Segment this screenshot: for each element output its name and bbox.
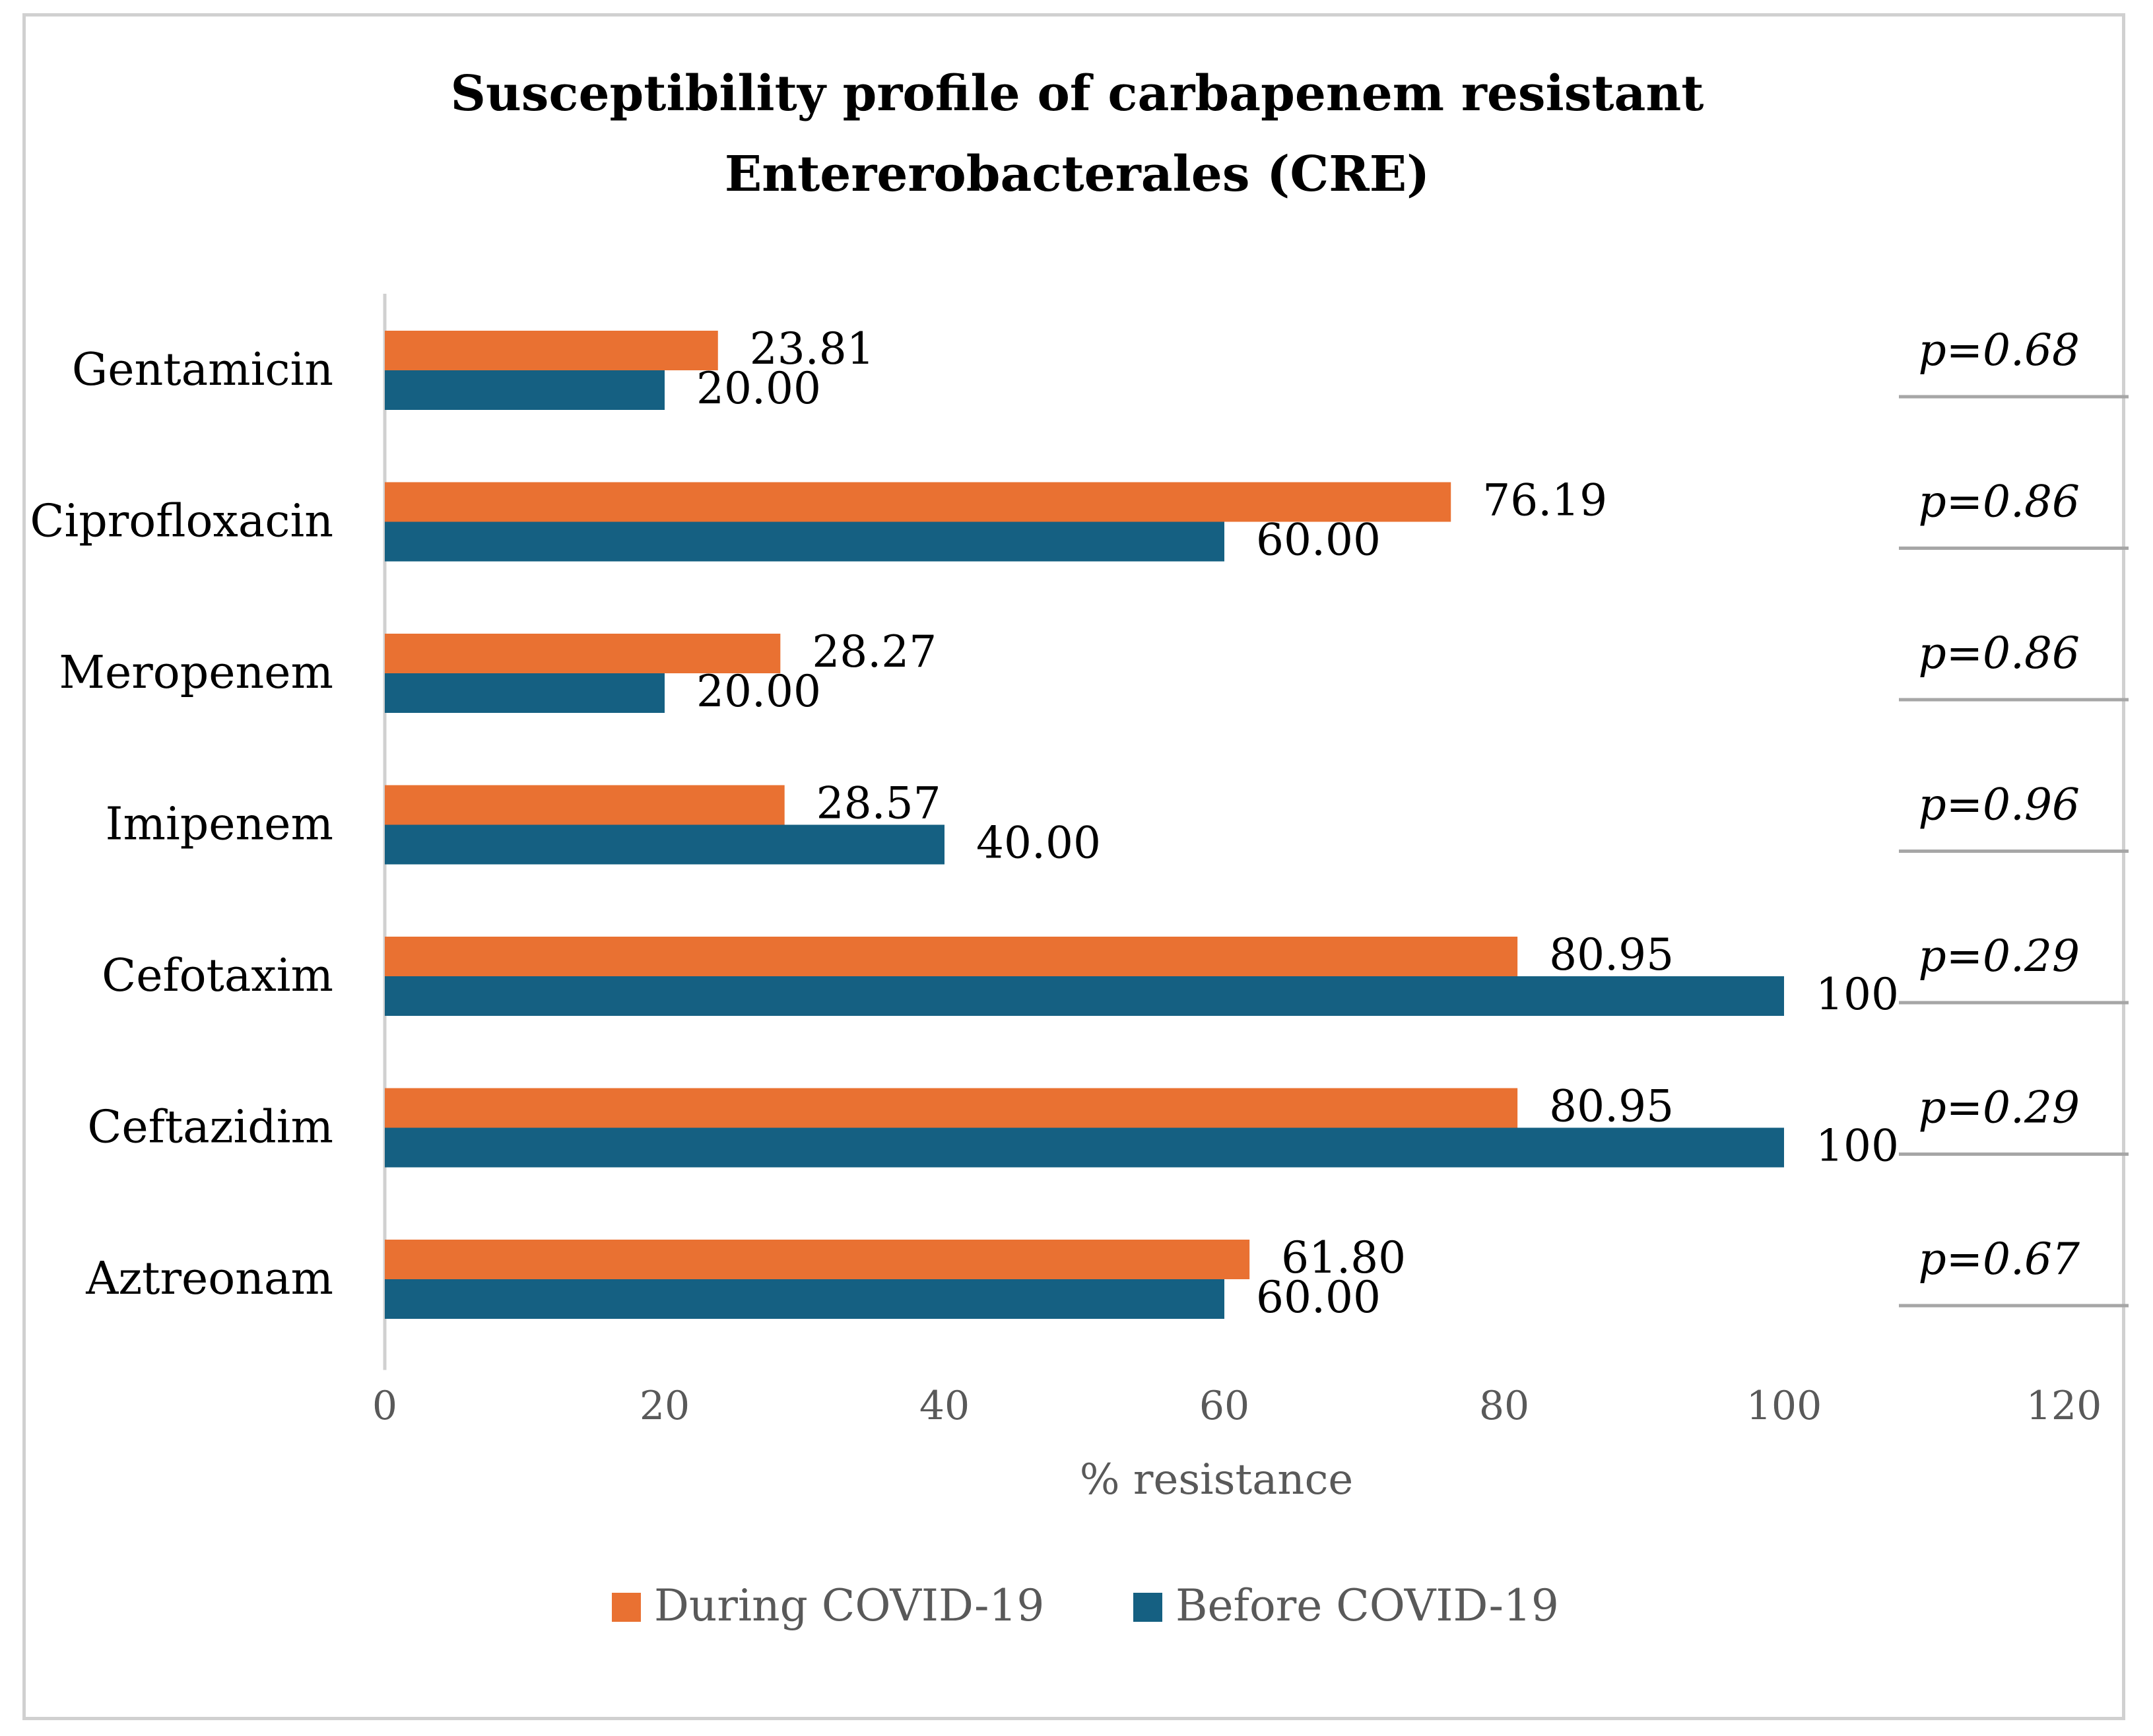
x-tick-label: 40 — [919, 1383, 970, 1429]
bar-before — [385, 673, 665, 713]
data-label-before: 100 — [1816, 969, 1899, 1020]
bar-during — [385, 634, 781, 673]
category-label: Gentamicin — [72, 344, 333, 396]
category-label: Ceftazidim — [87, 1102, 333, 1154]
data-label-during: 80.95 — [1549, 929, 1674, 980]
bar-before — [385, 370, 665, 410]
data-label-during: 23.81 — [750, 323, 875, 374]
chart-frame: Susceptibility profile of carbapenem res… — [22, 13, 2129, 1720]
data-label-before: 60.00 — [1256, 515, 1381, 566]
x-tick-label: 120 — [2026, 1383, 2102, 1429]
p-value-label: p=0.29 — [1918, 1083, 2080, 1133]
category-label: Ciprofloxacin — [30, 496, 333, 548]
legend-label-before: Before COVID-19 — [1176, 1580, 1559, 1631]
data-label-before: 20.00 — [696, 363, 821, 414]
category-label: Cefotaxim — [102, 950, 333, 1002]
p-value-label: p=0.29 — [1918, 931, 2080, 982]
data-label-before: 40.00 — [976, 818, 1101, 869]
bar-before — [385, 521, 1224, 562]
legend-swatch-during — [612, 1593, 641, 1622]
bar-during — [385, 785, 785, 825]
x-tick-label: 0 — [372, 1383, 397, 1429]
chart: Susceptibility profile of carbapenem res… — [30, 65, 2129, 1631]
legend-label-during: During COVID-19 — [654, 1580, 1044, 1631]
data-label-before: 20.00 — [696, 666, 821, 717]
p-value-label: p=0.86 — [1918, 628, 2080, 679]
category-label: Imipenem — [106, 799, 333, 851]
bar-before — [385, 1279, 1224, 1319]
x-axis-title: % resistance — [1080, 1455, 1354, 1504]
p-value-label: p=0.86 — [1918, 477, 2080, 527]
x-tick-label: 100 — [1746, 1383, 1822, 1429]
data-label-during: 61.80 — [1281, 1232, 1406, 1283]
p-value-label: p=0.68 — [1918, 325, 2080, 376]
p-value-label: p=0.67 — [1918, 1234, 2080, 1285]
legend-swatch-before — [1133, 1593, 1162, 1622]
bar-during — [385, 482, 1451, 522]
data-label-during: 76.19 — [1482, 475, 1607, 526]
bar-during — [385, 1240, 1250, 1279]
data-label-before: 60.00 — [1256, 1272, 1381, 1323]
data-label-during: 28.27 — [812, 626, 937, 677]
bar-before — [385, 1127, 1784, 1168]
bar-during — [385, 937, 1518, 976]
data-label-before: 100 — [1816, 1121, 1899, 1172]
x-tick-label: 20 — [640, 1383, 690, 1429]
category-label: Meropenem — [59, 647, 333, 699]
chart-title-line-2: Entererobacterales (CRE) — [725, 146, 1430, 203]
bar-before — [385, 824, 944, 865]
data-label-during: 28.57 — [816, 778, 941, 829]
bar-before — [385, 976, 1784, 1016]
p-value-label: p=0.96 — [1918, 780, 2080, 830]
bar-during — [385, 331, 718, 370]
bar-during — [385, 1088, 1518, 1128]
chart-title-line-1: Susceptibility profile of carbapenem res… — [451, 65, 1704, 122]
data-label-during: 80.95 — [1549, 1081, 1674, 1132]
category-label: Aztreonam — [85, 1253, 333, 1305]
x-tick-label: 80 — [1479, 1383, 1529, 1429]
x-tick-label: 60 — [1199, 1383, 1249, 1429]
